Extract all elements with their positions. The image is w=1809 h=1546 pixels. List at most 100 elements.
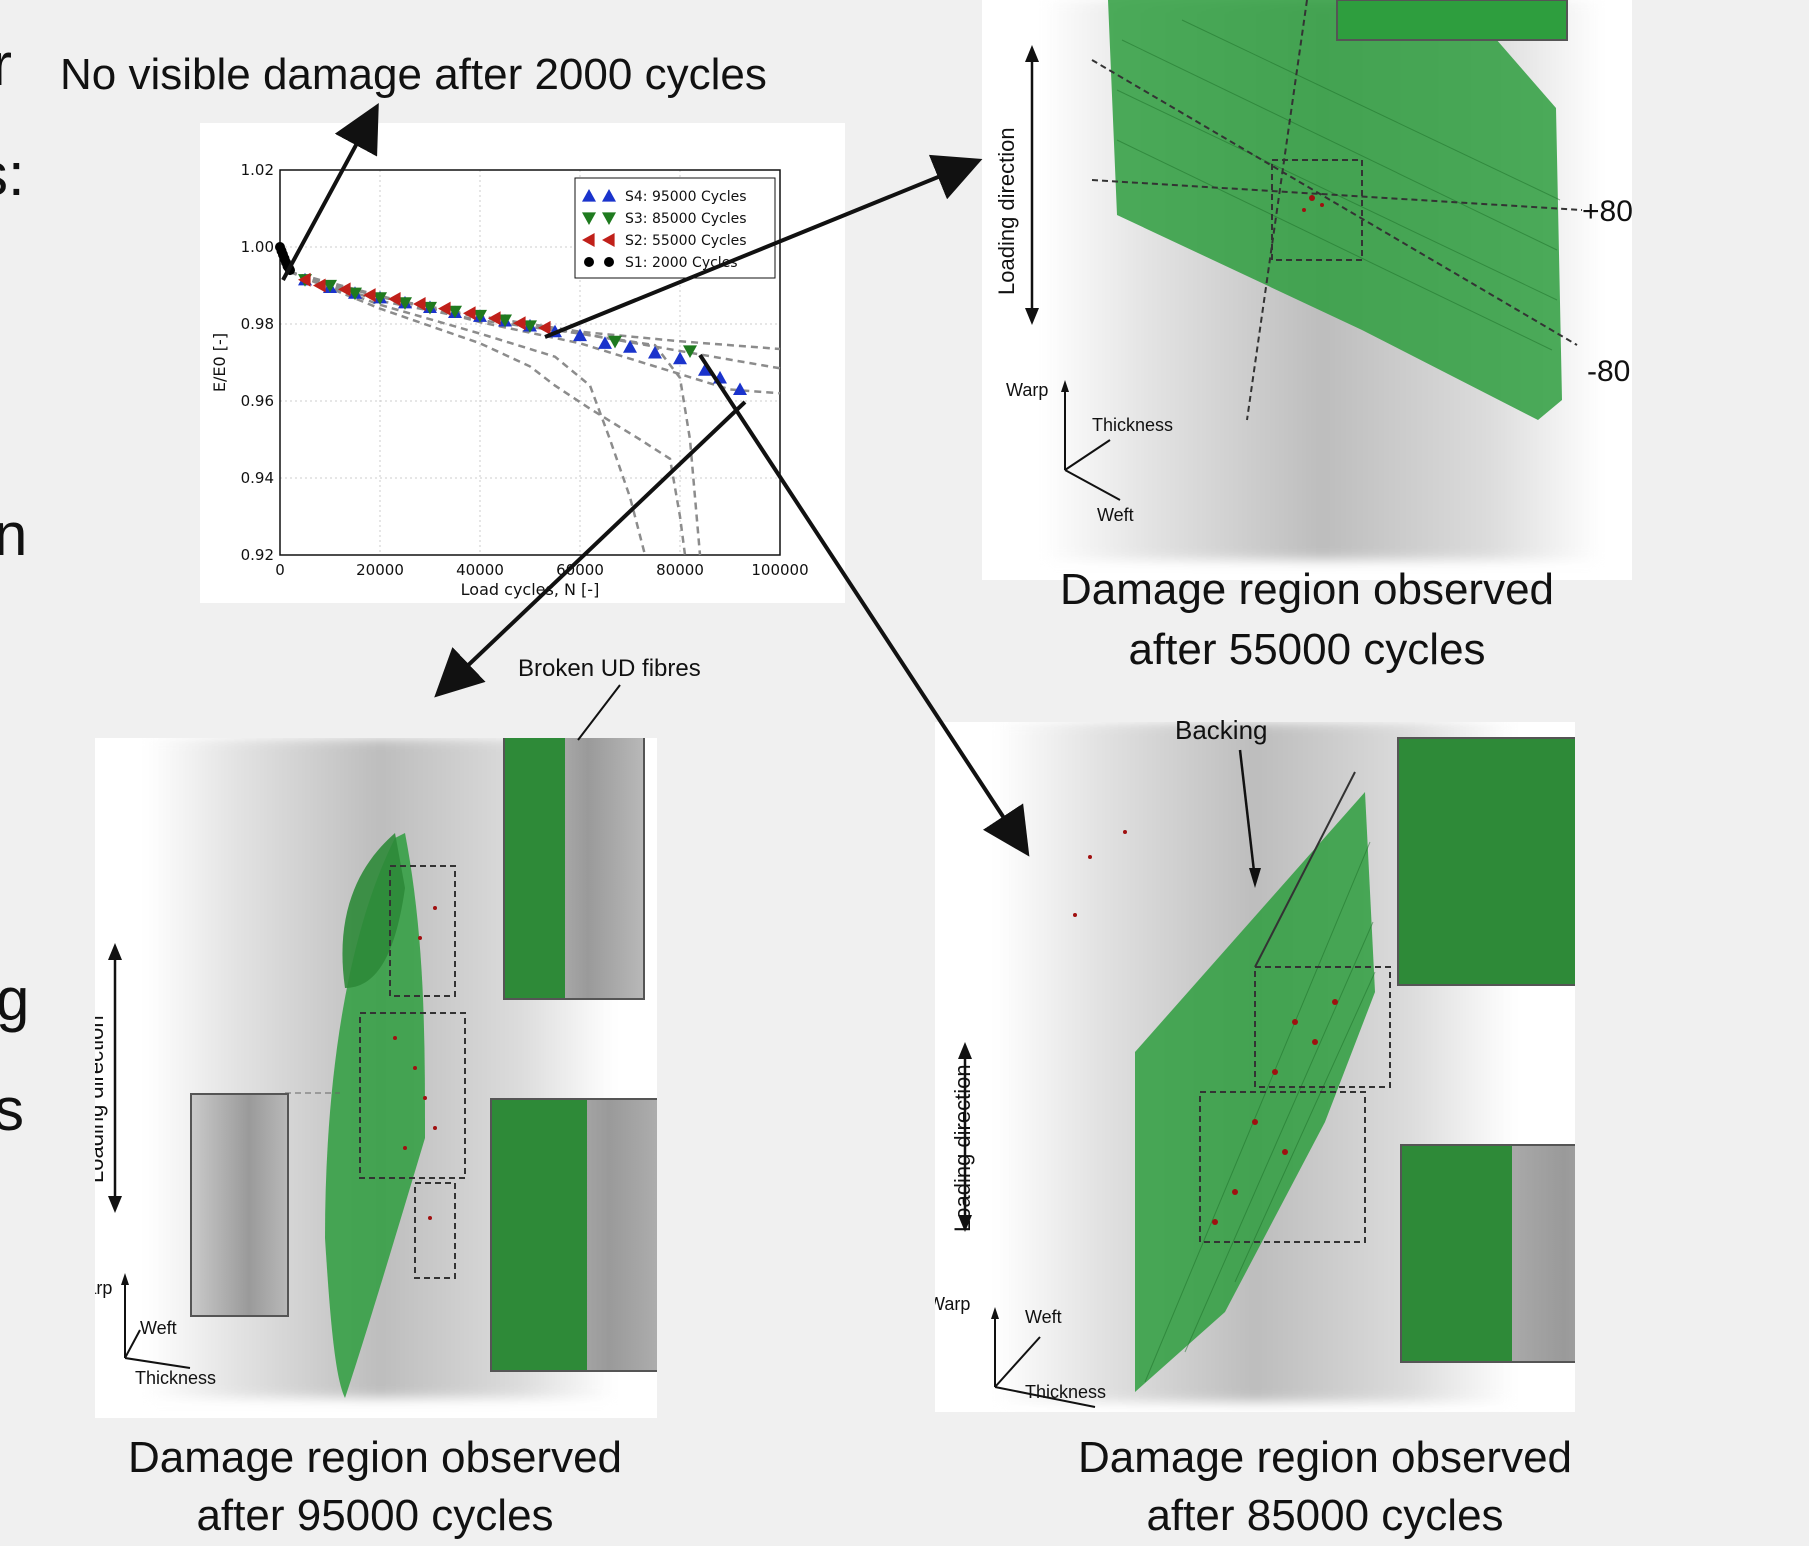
fibre-volume-85000 xyxy=(958,771,1391,1408)
series-0-point xyxy=(573,328,587,342)
legend-label: S1: 2000 Cycles xyxy=(625,255,738,271)
backing-arrow xyxy=(1238,749,1261,888)
reference-curve xyxy=(289,270,687,556)
y-axis-label: E/E0 [-] xyxy=(210,333,229,392)
axis-weft-55000: Weft xyxy=(1097,505,1134,525)
series-2-point xyxy=(388,291,401,306)
legend-marker xyxy=(602,189,616,202)
series-1-point xyxy=(423,301,437,315)
legend-label: S3: 85000 Cycles xyxy=(625,211,747,227)
inset-bottom-85000 xyxy=(1400,1144,1575,1363)
side-letter-s: s: xyxy=(0,141,25,208)
series-1-point xyxy=(448,305,462,319)
series-1-point xyxy=(523,320,537,333)
panel-85000: Loading direction Warp Weft Thickness xyxy=(935,722,1575,1412)
y-tick-label: 0.92 xyxy=(241,546,274,564)
top-annotation: No visible damage after 2000 cycles xyxy=(60,50,767,99)
caption-55000-line1: Damage region observed xyxy=(1059,565,1555,614)
series-1-point xyxy=(473,309,487,323)
inset-left-95000 xyxy=(190,1093,289,1317)
plot-frame xyxy=(279,169,781,556)
series-1-point xyxy=(373,292,387,305)
chart-panel: 0 20000 40000 60000 80000 100000 0.92 0.94 0.96 0… xyxy=(200,123,845,603)
broken-ud-arrow xyxy=(577,684,621,741)
legend-marker xyxy=(604,257,614,267)
side-letter-s2: s xyxy=(0,1076,24,1143)
axis-thickness-85000: Thickness xyxy=(1025,1382,1107,1402)
series-2-point xyxy=(488,311,501,326)
series-0-point xyxy=(698,363,712,376)
caption-95000-line1: Damage region observed xyxy=(127,1433,623,1482)
x-tick-label: 60000 xyxy=(556,561,604,579)
y-tick-label: 1.00 xyxy=(241,238,274,256)
axis-weft-85000: Weft xyxy=(1025,1307,1062,1327)
axis-weft-95000: Weft xyxy=(140,1318,177,1338)
series-2-point xyxy=(313,278,326,293)
series-1-point xyxy=(398,297,412,310)
series-2-point xyxy=(413,296,426,311)
legend-marker xyxy=(584,257,594,267)
side-letter-r: r xyxy=(0,31,12,98)
series-1-point xyxy=(683,345,697,358)
series-0-point xyxy=(598,336,612,349)
series-0-point xyxy=(623,340,637,353)
axis-warp-85000: Warp xyxy=(935,1294,971,1314)
legend-marker xyxy=(582,189,596,202)
reference-curve xyxy=(289,270,647,556)
x-tick-label: 0 xyxy=(275,561,285,579)
legend-label: S2: 55000 Cycles xyxy=(625,233,747,249)
series-2-point xyxy=(463,306,476,321)
series-1-point xyxy=(498,314,512,328)
legend-marker xyxy=(582,233,595,247)
fibre-volume-95000 xyxy=(108,833,466,1398)
panel-95000: Loading direction Warp Weft Thickness xyxy=(95,738,657,1418)
inset-right-95000 xyxy=(490,1098,657,1372)
y-tick-label: 0.96 xyxy=(241,392,274,410)
arrow-to-85000 xyxy=(698,353,1030,857)
series-0-point xyxy=(673,351,687,365)
axis-thickness-55000: Thickness xyxy=(1092,415,1174,435)
angle-plus-label: +80° xyxy=(1582,195,1632,228)
series-2-point xyxy=(363,288,376,303)
x-tick-label: 80000 xyxy=(656,561,704,579)
annotation-broken-ud-fibres: Broken UD fibres xyxy=(518,655,701,682)
series-1-point xyxy=(608,335,622,349)
arrow-to-95000 xyxy=(434,400,747,698)
series-2-point xyxy=(438,301,451,316)
y-tick-label: 0.98 xyxy=(241,315,274,333)
caption-55000-line2: after 55000 cycles xyxy=(1128,625,1486,674)
series-2-point xyxy=(538,320,551,335)
series-1-point xyxy=(323,279,337,293)
series-2-point xyxy=(338,282,351,297)
side-letter-g: g xyxy=(0,966,30,1033)
reference-curve xyxy=(289,270,781,395)
angle-minus-label: -80° xyxy=(1587,355,1632,388)
inset-top-85000 xyxy=(1397,737,1575,986)
y-tick-label: 1.02 xyxy=(241,161,274,179)
series-2-point xyxy=(513,316,526,331)
series-0-point xyxy=(648,345,662,359)
stiffness-degradation-chart: 0 20000 40000 60000 80000 100000 0.92 0.94 0.96 0… xyxy=(210,161,809,599)
panel-55000: Loading direction +80° -80° Warp Thickne… xyxy=(982,0,1632,580)
fibre-volume-55000 xyxy=(1025,0,1583,501)
y-tick-label: 0.94 xyxy=(241,469,274,487)
x-tick-label: 20000 xyxy=(356,561,404,579)
series-2-point xyxy=(298,272,311,287)
axis-thickness-95000: Thickness xyxy=(135,1368,217,1388)
inset-top-95000 xyxy=(503,738,645,1000)
legend-label: S4: 95000 Cycles xyxy=(625,189,747,205)
series-1-point xyxy=(348,287,362,301)
arrow-to-55000 xyxy=(544,154,983,339)
arrow-to-annotation xyxy=(281,102,379,281)
x-axis-label: Load cycles, N [-] xyxy=(461,580,600,599)
reference-curve xyxy=(289,270,702,556)
x-tick-label: 40000 xyxy=(456,561,504,579)
side-letter-n: n xyxy=(0,501,28,568)
series-0-point xyxy=(733,382,747,396)
legend-marker xyxy=(602,233,615,247)
axis-warp-95000: Warp xyxy=(95,1278,113,1298)
legend-marker xyxy=(582,212,596,225)
caption-85000-line2: after 85000 cycles xyxy=(1146,1491,1504,1540)
caption-95000-line2: after 95000 cycles xyxy=(196,1491,554,1540)
